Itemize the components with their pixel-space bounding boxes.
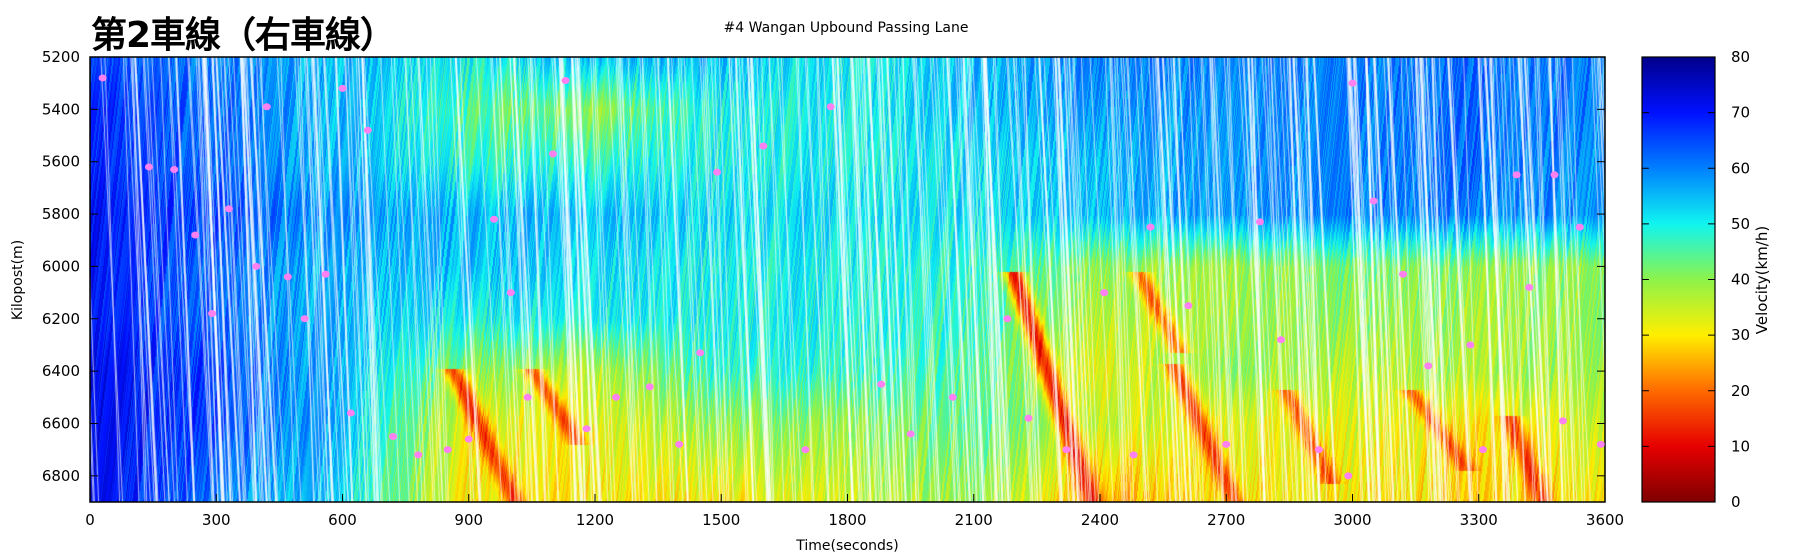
colorbar-tick-label: 80 [1731,48,1750,66]
marker-point [826,103,835,111]
colorbar [1641,56,1716,503]
marker-point [548,150,557,158]
marker-point [1276,336,1285,344]
x-tick-label: 2100 [955,511,993,529]
marker-point [1314,446,1323,454]
marker-point [1575,223,1584,231]
marker-point [1024,414,1033,422]
marker-point [1369,197,1378,205]
marker-point [1399,270,1407,278]
colorbar-tick-label: 30 [1731,326,1750,344]
y-tick-label: 6800 [42,467,80,485]
colorbar-tick-label: 70 [1731,104,1750,122]
marker-point [561,77,570,85]
marker-point [1466,341,1475,349]
marker-point [1062,446,1071,454]
marker-point [801,446,810,454]
marker-point [906,430,915,438]
y-tick-label: 5400 [42,100,80,118]
marker-point [506,289,515,297]
colorbar-tick-label: 60 [1731,159,1750,177]
chart-title: 第2車線（右車線） [91,15,396,56]
y-tick-label: 6000 [42,257,80,275]
velocity-heatmap [90,57,1605,502]
x-tick-label: 3600 [1586,511,1624,529]
marker-point [645,383,654,391]
marker-point [300,315,309,323]
marker-point [338,84,347,92]
marker-point [443,446,452,454]
marker-point [1478,446,1487,454]
y-tick-label: 6600 [42,414,80,432]
y-tick-label: 6200 [42,310,80,328]
colorbar-tick-label: 50 [1731,215,1750,233]
colorbar-tick-label: 40 [1731,271,1750,289]
colorbar-tick-label: 10 [1731,437,1750,455]
marker-point [283,273,292,281]
x-tick-label: 3000 [1333,511,1371,529]
marker-point [523,393,532,401]
marker-point [170,166,179,174]
marker-point [1424,362,1433,370]
marker-point [1129,451,1138,459]
marker-point [389,433,397,441]
marker-point [948,393,957,401]
marker-point [713,168,722,176]
x-tick-label: 1800 [828,511,866,529]
marker-point [490,215,498,223]
plot-frame [89,56,1606,503]
marker-point [696,349,705,357]
marker-point [346,409,355,417]
marker-point [252,262,261,270]
marker-point [1344,472,1353,480]
marker-point [675,440,684,448]
marker-point [1596,440,1605,448]
x-tick-label: 2700 [1207,511,1245,529]
marker-point [191,231,200,239]
marker-point [1512,171,1521,179]
y-tick-label: 5800 [42,205,80,223]
x-tick-label: 900 [454,511,483,529]
marker-point [464,435,473,443]
marker-point [1100,289,1109,297]
x-tick-label: 300 [202,511,231,529]
marker-point [1146,223,1155,231]
marker-point [1003,315,1012,323]
marker-point [1222,440,1231,448]
chart-subtitle: #4 Wangan Upbound Passing Lane [723,20,969,36]
marker-point [1184,302,1193,310]
marker-point [759,142,768,150]
marker-point [208,310,217,318]
x-tick-label: 3300 [1460,511,1498,529]
colorbar-tick-label: 20 [1731,382,1750,400]
marker-point [363,126,372,134]
marker-point [224,205,233,213]
marker-point [1348,79,1357,87]
marker-point [1255,218,1264,226]
x-tick-label: 1500 [702,511,740,529]
marker-point [1550,171,1559,179]
marker-point [877,380,886,388]
marker-point [1525,283,1534,291]
x-tick-label: 1200 [576,511,614,529]
y-tick-label: 6400 [42,362,80,380]
marker-point [262,103,271,111]
x-tick-label: 2400 [1081,511,1119,529]
y-tick-label: 5600 [42,153,80,171]
y-tick-label: 5200 [42,48,80,66]
colorbar-tick-label: 0 [1731,493,1741,511]
marker-point [144,163,153,171]
marker-point [612,393,621,401]
marker-point [414,451,423,459]
x-tick-label: 600 [328,511,357,529]
marker-point [321,270,330,278]
marker-point [98,74,107,82]
marker-point [582,425,591,433]
marker-point [1558,417,1567,425]
x-axis-label: Time(seconds) [796,538,899,554]
x-tick-label: 0 [85,511,95,529]
